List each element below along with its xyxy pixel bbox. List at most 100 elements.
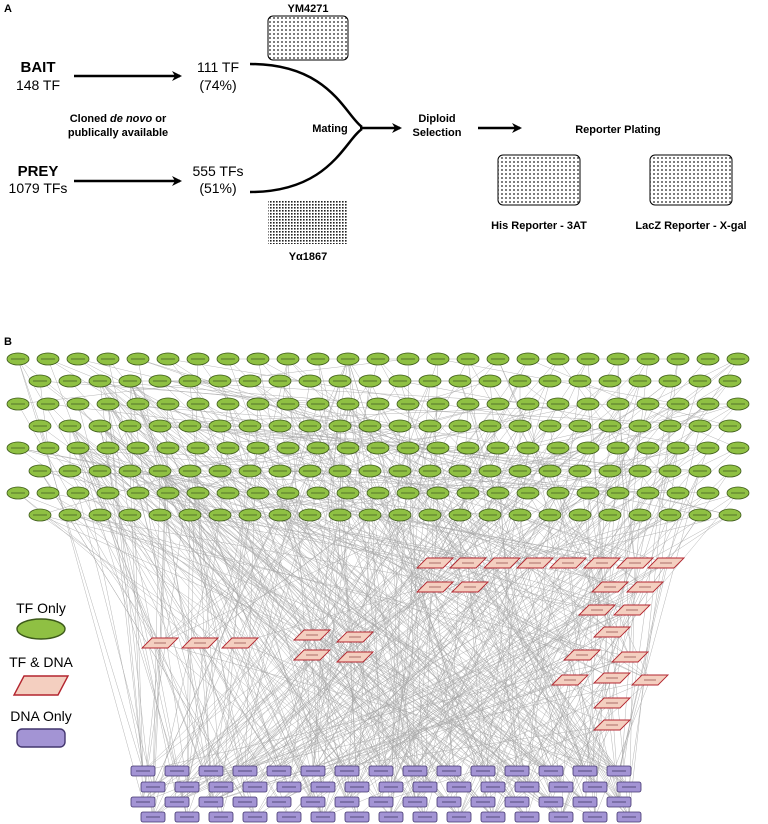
- tf-dna-node-label-mark: [606, 677, 618, 679]
- tf-node-label-mark: [701, 358, 715, 360]
- tf-node-label-mark: [71, 403, 85, 405]
- tf-node-label-mark: [633, 470, 647, 472]
- tf-dna-node-label-mark: [306, 634, 318, 636]
- his-reporter-plate: [497, 154, 581, 206]
- tf-node-label-mark: [93, 514, 107, 516]
- tf-node-label-mark: [483, 470, 497, 472]
- dna-node-label-mark: [146, 786, 160, 788]
- dna-node-label-mark: [282, 816, 296, 818]
- tf-node-label-mark: [603, 470, 617, 472]
- legend-tf-only-label: TF Only: [16, 600, 66, 616]
- tf-node-label-mark: [341, 358, 355, 360]
- tf-node-label-mark: [153, 470, 167, 472]
- dna-node-label-mark: [442, 770, 456, 772]
- tf-node-label-mark: [543, 425, 557, 427]
- dna-node-label-mark: [136, 801, 150, 803]
- tf-node-label-mark: [123, 514, 137, 516]
- tf-node-label-mark: [213, 380, 227, 382]
- panel-b: B TF Only TF & DNA DNA Only: [4, 336, 750, 823]
- tf-node-label-mark: [731, 447, 745, 449]
- dna-node-label-mark: [374, 770, 388, 772]
- dna-node-label-mark: [418, 786, 432, 788]
- tf-node-label-mark: [363, 514, 377, 516]
- tf-node-label-mark: [461, 403, 475, 405]
- tf-node-label-mark: [63, 470, 77, 472]
- tf-node-label-mark: [401, 358, 415, 360]
- tf-node-label-mark: [333, 380, 347, 382]
- tf-node-label-mark: [581, 403, 595, 405]
- tf-node-label-mark: [521, 403, 535, 405]
- dna-node-label-mark: [612, 801, 626, 803]
- dna-node-label-mark: [238, 801, 252, 803]
- tf-node-label-mark: [603, 514, 617, 516]
- tf-node-label-mark: [33, 470, 47, 472]
- tf-node-label-mark: [341, 447, 355, 449]
- ym4271-plate: [267, 15, 349, 61]
- tf-dna-node-label-mark: [349, 656, 361, 658]
- tf-node-label-mark: [581, 358, 595, 360]
- dna-node-label-mark: [282, 786, 296, 788]
- tf-dna-node-label-mark: [626, 609, 638, 611]
- tf-dna-node-label-mark: [429, 586, 441, 588]
- tf-dna-node-label-mark: [234, 642, 246, 644]
- dna-node-label-mark: [306, 770, 320, 772]
- lacz-reporter-plate: [649, 154, 733, 206]
- tf-node-label-mark: [543, 380, 557, 382]
- tf-node-label-mark: [663, 470, 677, 472]
- tf-node-label-mark: [63, 425, 77, 427]
- dna-node-label-mark: [554, 816, 568, 818]
- tf-dna-node-label-mark: [606, 724, 618, 726]
- dna-node-label-mark: [146, 816, 160, 818]
- tf-node-label-mark: [723, 425, 737, 427]
- tf-node-label-mark: [161, 492, 175, 494]
- tf-node-label-mark: [551, 358, 565, 360]
- dna-node-label-mark: [340, 801, 354, 803]
- tf-node-label-mark: [41, 492, 55, 494]
- tf-node-label-mark: [311, 403, 325, 405]
- tf-node-label-mark: [281, 492, 295, 494]
- tf-node-label-mark: [191, 403, 205, 405]
- tf-node-label-mark: [371, 447, 385, 449]
- tf-node-label-mark: [693, 470, 707, 472]
- tf-node-label-mark: [491, 358, 505, 360]
- tf-node-label-mark: [183, 514, 197, 516]
- dna-node-label-mark: [374, 801, 388, 803]
- tf-node-label-mark: [723, 514, 737, 516]
- dna-node-label-mark: [510, 770, 524, 772]
- tf-dna-node-label-mark: [644, 679, 656, 681]
- tf-node-label-mark: [93, 380, 107, 382]
- tf-node-label-mark: [693, 380, 707, 382]
- tf-node-label-mark: [281, 358, 295, 360]
- dna-node-label-mark: [452, 816, 466, 818]
- tf-node-label-mark: [251, 447, 265, 449]
- dna-node-label-mark: [306, 801, 320, 803]
- dna-node-label-mark: [180, 816, 194, 818]
- legend-tf-only-swatch: [16, 618, 66, 640]
- tf-node-label-mark: [573, 514, 587, 516]
- tf-node-label-mark: [701, 492, 715, 494]
- tf-node-label-mark: [123, 425, 137, 427]
- tf-node-label-mark: [243, 470, 257, 472]
- dna-node-label-mark: [486, 816, 500, 818]
- tf-node-label-mark: [371, 492, 385, 494]
- tf-dna-node-label-mark: [154, 642, 166, 644]
- tf-node-label-mark: [93, 470, 107, 472]
- tf-node-label-mark: [161, 358, 175, 360]
- tf-node-label-mark: [671, 447, 685, 449]
- tf-node-label-mark: [543, 470, 557, 472]
- reporter-plating-label: Reporter Plating: [575, 124, 661, 136]
- tf-node-label-mark: [303, 425, 317, 427]
- dna-node-label-mark: [340, 770, 354, 772]
- tf-dna-node-label-mark: [660, 562, 672, 564]
- tf-node-label-mark: [161, 447, 175, 449]
- dna-node-label-mark: [272, 801, 286, 803]
- tf-dna-node-label-mark: [591, 609, 603, 611]
- tf-node-label-mark: [671, 492, 685, 494]
- tf-dna-node-label-mark: [562, 562, 574, 564]
- dna-node-label-mark: [486, 786, 500, 788]
- tf-node-label-mark: [131, 447, 145, 449]
- tf-node-label-mark: [183, 425, 197, 427]
- tf-dna-node-label-mark: [606, 631, 618, 633]
- tf-node-label-mark: [101, 492, 115, 494]
- tf-node-label-mark: [393, 380, 407, 382]
